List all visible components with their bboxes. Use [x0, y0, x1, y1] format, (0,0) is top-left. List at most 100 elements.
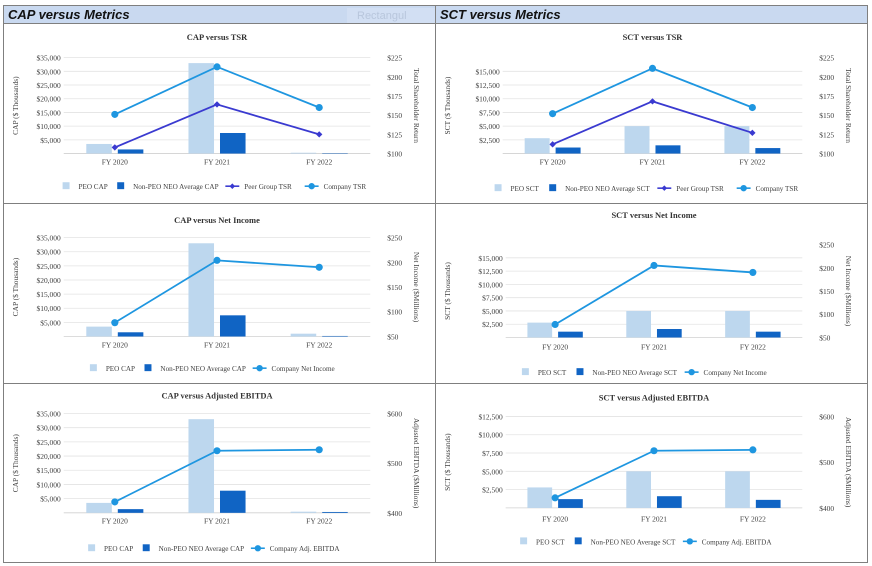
legend-swatch-non-peo-neo-average-sct — [574, 537, 582, 545]
x-category-label: FY 2022 — [306, 517, 332, 526]
legend-swatch-non-peo-neo-average-cap — [144, 364, 152, 372]
bar-peo-cap — [290, 152, 317, 154]
bar-non-peo-neo-average-sct — [558, 331, 583, 338]
bar-non-peo-neo-average-sct — [555, 147, 581, 154]
legend-swatch-non-peo-neo-average-sct — [576, 368, 584, 376]
y2-axis-label: Net Income ($Millions) — [412, 252, 421, 323]
bar-peo-cap — [188, 63, 215, 154]
marker-company-tsr — [648, 64, 657, 72]
y2-tick-label: $50 — [387, 333, 398, 342]
line-company-net-income — [554, 264, 753, 326]
legend-label: Company Adj. EBITDA — [270, 545, 341, 553]
bar-non-peo-neo-average-cap — [219, 132, 246, 154]
legend-marker-company-tsr — [308, 183, 315, 190]
sct-section-header: SCT versus Metrics — [435, 5, 868, 24]
chart-svg: SCT versus Net Income $2,500 $5,000 $7,500 $… — [443, 210, 853, 377]
line-company-adj-ebitda — [554, 448, 753, 499]
y-tick-label: $2,500 — [479, 136, 500, 145]
y-axis-label: CAP ($ Thousands) — [11, 257, 20, 316]
legend-label: PEO SCT — [511, 185, 540, 193]
legend-label: Peer Group TSR — [244, 183, 292, 191]
bar-non-peo-neo-average-cap — [117, 332, 144, 337]
marker-peer-group-tsr — [111, 144, 119, 151]
marker-company-tsr — [748, 103, 756, 112]
x-category-label: FY 2020 — [542, 515, 568, 524]
y-tick-label: $5,000 — [479, 122, 500, 131]
line-company-net-income — [114, 259, 320, 324]
chart-title: CAP versus Net Income — [174, 215, 260, 225]
y-tick-label: $5,000 — [40, 495, 61, 504]
x-category-label: FY 2020 — [542, 342, 568, 351]
bar-peo-sct — [527, 322, 553, 338]
y2-tick-label: $500 — [819, 458, 834, 467]
y-tick-label: $15,000 — [37, 466, 62, 475]
y-tick-label: $20,000 — [37, 452, 62, 461]
bar-peo-cap — [86, 326, 112, 337]
legend-swatch-peo-sct — [494, 184, 502, 192]
legend-marker-company-net-income — [256, 365, 263, 372]
y-tick-label: $35,000 — [36, 54, 61, 63]
y2-axis-label: Adjusted EBITDA ($Millions) — [412, 418, 421, 509]
chart-svg: CAP versus Net Income $5,000 $10,000 $15,00… — [11, 215, 421, 373]
y-tick-label: $15,000 — [36, 108, 61, 117]
y2-tick-label: $125 — [819, 130, 834, 139]
y2-tick-label: $100 — [819, 310, 834, 319]
y2-axis-label: Net Income ($Millions) — [844, 256, 853, 327]
x-category-label: FY 2021 — [204, 517, 230, 526]
y-tick-label: $35,000 — [37, 409, 62, 418]
y-tick-label: $30,000 — [37, 424, 62, 433]
y2-axis-label: Adjusted EBITDA ($Millions) — [844, 417, 853, 508]
marker-company-net-income — [213, 256, 221, 264]
y-tick-label: $20,000 — [36, 95, 61, 104]
bar-peo-sct — [725, 471, 750, 508]
marker-company-net-income — [551, 320, 559, 329]
y-tick-label: $5,000 — [40, 136, 61, 145]
chart-sct-vs-tsr: SCT versus TSR $2,500 $5,000 $7,500 $10,000 $… — [435, 23, 868, 204]
marker-company-net-income — [315, 263, 323, 271]
x-category-label: FY 2021 — [641, 515, 667, 524]
bar-peo-cap — [188, 243, 215, 337]
y2-axis-label: Total Shareholder Return — [412, 68, 421, 143]
chart-cap-vs-tsr: CAP versus TSR $5,000 $10,000 $15,000 $20,00… — [3, 23, 436, 204]
chart-title: CAP versus Adjusted EBITDA — [161, 392, 273, 401]
y2-tick-label: $125 — [387, 130, 402, 139]
y-tick-label: $20,000 — [36, 276, 61, 285]
bar-non-peo-neo-average-cap — [219, 315, 246, 337]
legend-label: Company Net Income — [272, 365, 335, 373]
y-tick-label: $7,500 — [482, 294, 503, 303]
legend-label: Non-PEO NEO Average CAP — [159, 545, 245, 553]
x-category-label: FY 2022 — [739, 157, 765, 166]
y2-tick-label: $150 — [387, 283, 402, 292]
y-axis-label: CAP ($ Thousands) — [11, 76, 20, 135]
bar-non-peo-neo-average-sct — [755, 148, 781, 154]
y2-tick-label: $225 — [387, 54, 402, 63]
marker-company-adj-ebitda — [315, 446, 323, 454]
bar-non-peo-neo-average-sct — [755, 499, 781, 508]
x-category-label: FY 2022 — [740, 342, 766, 351]
chart-title: SCT versus Adjusted EBITDA — [599, 394, 710, 403]
y-tick-label: $12,500 — [478, 412, 503, 421]
line-company-tsr — [552, 67, 753, 115]
y-tick-label: $30,000 — [36, 248, 61, 257]
bar-non-peo-neo-average-sct — [656, 329, 682, 338]
legend-label: Company Net Income — [704, 369, 767, 377]
y2-tick-label: $200 — [387, 73, 402, 82]
ghost-rectangle-label: Rectangul — [347, 8, 435, 24]
x-category-label: FY 2020 — [102, 340, 128, 349]
y2-axis-label: Total Shareholder Return — [844, 68, 853, 143]
y-tick-label: $15,000 — [36, 290, 61, 299]
legend-label: PEO SCT — [536, 538, 565, 546]
y2-tick-label: $150 — [819, 111, 834, 120]
legend-marker-peer-group-tsr — [661, 185, 668, 191]
legend-swatch-peo-sct — [520, 537, 528, 545]
legend-swatch-non-peo-neo-average-sct — [549, 184, 557, 192]
legend-label: Non-PEO NEO Average SCT — [591, 538, 676, 546]
x-category-label: FY 2020 — [102, 157, 128, 166]
bar-peo-sct — [624, 126, 650, 154]
y2-tick-label: $200 — [387, 258, 402, 267]
y-tick-label: $2,500 — [482, 320, 503, 329]
legend-marker-company-adj-ebitda — [254, 545, 262, 552]
marker-company-tsr — [315, 103, 323, 112]
legend-label: Non-PEO NEO Average CAP — [160, 365, 245, 373]
legend-swatch-peo-cap — [62, 182, 70, 190]
